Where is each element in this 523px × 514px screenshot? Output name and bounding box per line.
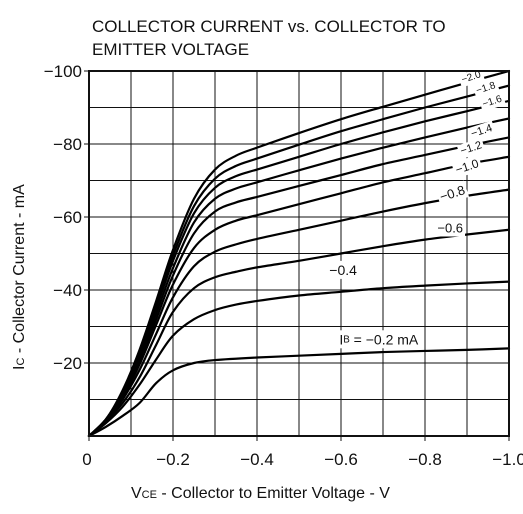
x-axis-label-sub: CE — [142, 489, 157, 501]
curve-label-background — [467, 120, 497, 142]
curve-label-group: IB = −0.2 mA — [337, 330, 421, 349]
curve-label-group: −1.0 — [451, 154, 483, 179]
y-tick-label: −100 — [44, 62, 82, 81]
curve-label-background — [327, 260, 360, 279]
curve-label: −1.0 — [454, 156, 481, 177]
curve-label: −0.8 — [438, 182, 467, 204]
curve-ib-0-2 — [87, 347, 511, 438]
y-tick-label: −20 — [53, 354, 82, 373]
curve-label: IB = −0.2 mA — [339, 331, 419, 347]
curve-ib-0-4 — [87, 280, 511, 438]
chart-title: COLLECTOR CURRENT vs. COLLECTOR TO EMITT… — [92, 17, 446, 59]
x-axis-label-rest: - Collector to Emitter Voltage - V — [157, 485, 390, 502]
y-axis-label-rest: - Collector Current - mA — [11, 184, 28, 358]
y-tick-label: −40 — [53, 281, 82, 300]
curve-ib-1-4 — [87, 117, 511, 438]
y-axis-label: IC - Collector Current - mA — [11, 184, 28, 370]
curve-label-background — [435, 219, 466, 237]
chart-title-line2: EMITTER VOLTAGE — [92, 40, 249, 59]
curve-label-background — [457, 67, 485, 88]
x-tick-label: −0.2 — [156, 450, 190, 469]
curve-label-group: −2.0 — [457, 67, 485, 88]
curve-label-sub: B — [343, 334, 350, 345]
curve-labels: IB = −0.2 mA −0.4 −0.6 −0.8 −1.0−1.2−1.4 −1.6… — [327, 67, 506, 349]
y-axis-label-main: I — [11, 366, 28, 370]
curves — [87, 69, 511, 438]
curve-label-background — [337, 330, 421, 349]
curve-label: −0.6 — [437, 221, 463, 236]
curve-label: −0.4 — [329, 262, 357, 278]
curve-label-background — [435, 180, 470, 206]
x-tick-label: −0.4 — [240, 450, 274, 469]
grid — [89, 71, 509, 436]
tick-labels: 0 −0.2 −0.4 −0.6 −0.8 −1.0 −20 −40 −60 −80 −100 — [44, 62, 523, 469]
curve-label-group: −1.8 — [472, 78, 500, 99]
curve-label-group: −1.4 — [467, 120, 497, 142]
curve-label-group: −0.4 — [327, 260, 360, 279]
curve-label-text: = −0.2 mA — [350, 331, 419, 347]
chart-title-line1: COLLECTOR CURRENT vs. COLLECTOR TO — [92, 17, 446, 36]
y-tick-label: −60 — [53, 208, 82, 227]
curve-label-background — [451, 154, 483, 179]
y-axis-label-sub: C — [15, 358, 27, 366]
x-tick-label: −1.0 — [492, 450, 523, 469]
curve-label-prefix: I — [339, 331, 343, 347]
curve-label-background — [472, 78, 500, 99]
x-tick-label: −0.6 — [324, 450, 358, 469]
x-tick-label: −0.8 — [408, 450, 442, 469]
curve-ib-0-6 — [87, 228, 511, 438]
curve-ib-0-8 — [87, 188, 511, 438]
curve-label-group: −1.2 — [456, 137, 486, 160]
curve-label-background — [456, 137, 486, 160]
curve-label-group: −0.8 — [435, 180, 470, 206]
plot-frame — [88, 70, 510, 437]
x-tick-label: 0 — [82, 450, 91, 469]
curve-label-group: −1.6 — [478, 92, 506, 112]
curve-ib-1 — [87, 155, 511, 438]
curve-ib-2 — [87, 69, 511, 438]
x-axis-label-main: V — [131, 485, 142, 502]
curve-label-group: −0.6 — [435, 219, 466, 237]
curve-ib-1-2 — [87, 136, 511, 438]
curve-label-background — [478, 92, 506, 112]
x-axis-label: VCE - Collector to Emitter Voltage - V — [131, 485, 390, 502]
y-tick-label: −80 — [53, 135, 82, 154]
